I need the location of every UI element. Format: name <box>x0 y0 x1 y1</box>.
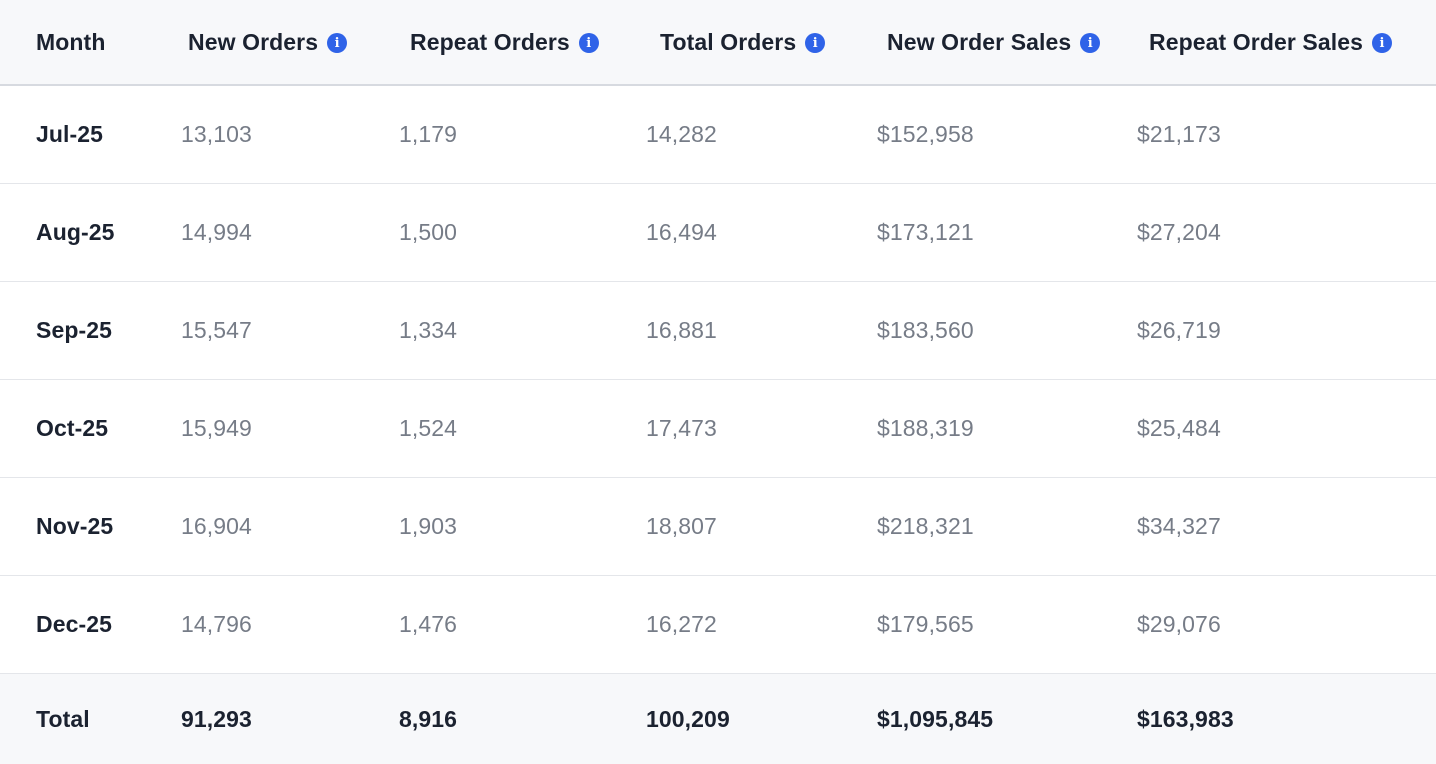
table-row: Oct-25 15,949 1,524 17,473 $188,319 $25,… <box>0 380 1436 478</box>
column-header-label: Repeat Order Sales <box>1149 28 1364 55</box>
total-total-orders: 100,209 <box>646 706 730 732</box>
table-row: Sep-25 15,547 1,334 16,881 $183,560 $26,… <box>0 282 1436 380</box>
total-orders-cell: 17,473 <box>646 415 717 441</box>
repeat-order-sales-cell: $25,484 <box>1137 415 1221 441</box>
total-orders-cell: 16,494 <box>646 219 717 245</box>
info-icon[interactable]: i <box>805 33 826 53</box>
column-header-label: New Order Sales <box>887 28 1072 55</box>
repeat-orders-cell: 1,524 <box>399 415 458 441</box>
new-orders-cell: 15,949 <box>181 415 252 441</box>
repeat-order-sales-cell: $21,173 <box>1137 121 1221 147</box>
new-order-sales-cell: $173,121 <box>877 219 974 245</box>
total-new-order-sales: $1,095,845 <box>877 706 994 732</box>
column-header-label: Month <box>36 28 106 55</box>
total-orders-cell: 16,272 <box>646 611 717 637</box>
total-label: Total <box>36 706 90 732</box>
month-cell: Nov-25 <box>36 513 114 539</box>
repeat-order-sales-cell: $34,327 <box>1137 513 1221 539</box>
table-header: Month New Orders i Repeat Orders i Total… <box>0 0 1436 86</box>
column-header-repeat-order-sales[interactable]: Repeat Order Sales i <box>1125 29 1436 56</box>
repeat-orders-cell: 1,476 <box>399 611 458 637</box>
repeat-order-sales-cell: $26,719 <box>1137 317 1221 343</box>
new-order-sales-cell: $218,321 <box>877 513 974 539</box>
column-header-new-order-sales[interactable]: New Order Sales i <box>850 29 1125 56</box>
month-cell: Oct-25 <box>36 415 109 441</box>
info-icon[interactable]: i <box>1080 33 1101 53</box>
month-cell: Dec-25 <box>36 611 113 637</box>
month-cell: Sep-25 <box>36 317 113 343</box>
total-new-orders: 91,293 <box>181 706 252 732</box>
column-header-new-orders[interactable]: New Orders i <box>145 29 372 56</box>
table-row: Jul-25 13,103 1,179 14,282 $152,958 $21,… <box>0 86 1436 184</box>
column-header-month[interactable]: Month <box>0 29 145 56</box>
column-header-repeat-orders[interactable]: Repeat Orders i <box>372 29 619 56</box>
repeat-order-sales-cell: $27,204 <box>1137 219 1221 245</box>
column-header-label: New Orders <box>188 28 319 55</box>
total-orders-cell: 14,282 <box>646 121 717 147</box>
month-cell: Aug-25 <box>36 219 115 245</box>
new-orders-cell: 14,994 <box>181 219 252 245</box>
repeat-orders-cell: 1,500 <box>399 219 458 245</box>
table-total-row: Total 91,293 8,916 100,209 $1,095,845 $1… <box>0 674 1436 764</box>
repeat-orders-cell: 1,179 <box>399 121 458 147</box>
table-row: Aug-25 14,994 1,500 16,494 $173,121 $27,… <box>0 184 1436 282</box>
info-icon[interactable]: i <box>578 33 599 53</box>
column-header-label: Repeat Orders <box>410 28 570 55</box>
new-order-sales-cell: $183,560 <box>877 317 974 343</box>
new-orders-cell: 13,103 <box>181 121 252 147</box>
new-order-sales-cell: $152,958 <box>877 121 974 147</box>
info-icon[interactable]: i <box>327 33 348 53</box>
new-orders-cell: 14,796 <box>181 611 252 637</box>
column-header-label: Total Orders <box>660 28 797 55</box>
total-orders-cell: 18,807 <box>646 513 717 539</box>
total-repeat-orders: 8,916 <box>399 706 458 732</box>
table-row: Nov-25 16,904 1,903 18,807 $218,321 $34,… <box>0 478 1436 576</box>
new-orders-cell: 15,547 <box>181 317 252 343</box>
new-order-sales-cell: $179,565 <box>877 611 974 637</box>
new-orders-cell: 16,904 <box>181 513 252 539</box>
info-icon[interactable]: i <box>1372 33 1393 53</box>
table-row: Dec-25 14,796 1,476 16,272 $179,565 $29,… <box>0 576 1436 674</box>
repeat-orders-cell: 1,334 <box>399 317 458 343</box>
month-cell: Jul-25 <box>36 121 104 147</box>
column-header-total-orders[interactable]: Total Orders i <box>619 29 850 56</box>
new-order-sales-cell: $188,319 <box>877 415 974 441</box>
total-repeat-order-sales: $163,983 <box>1137 706 1234 732</box>
repeat-order-sales-cell: $29,076 <box>1137 611 1221 637</box>
total-orders-cell: 16,881 <box>646 317 717 343</box>
repeat-orders-cell: 1,903 <box>399 513 458 539</box>
